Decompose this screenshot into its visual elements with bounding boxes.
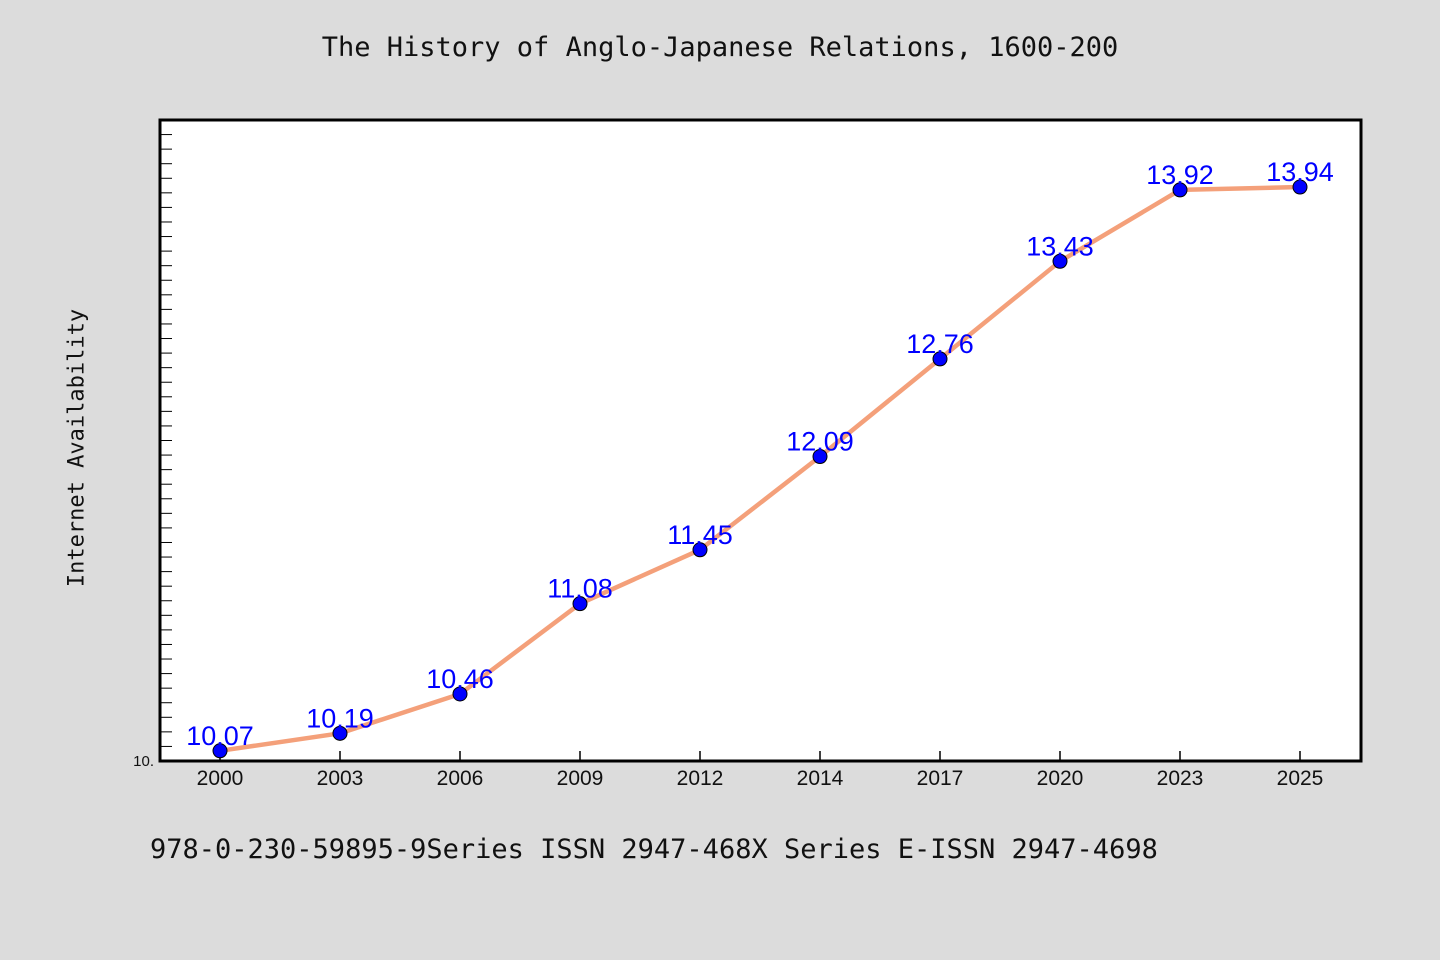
- data-label: 10.07: [186, 721, 254, 751]
- data-point: [932, 351, 948, 367]
- data-label: 13.94: [1266, 157, 1334, 187]
- y-tick-label: 10.: [133, 753, 154, 770]
- x-tick-label: 2020: [1037, 767, 1084, 790]
- x-tick-label: 2014: [797, 767, 844, 790]
- data-label: 11.08: [547, 574, 613, 604]
- plot-frame: [158, 118, 1363, 763]
- x-tick-label: 2009: [557, 767, 604, 790]
- data-label: 11.45: [667, 520, 733, 550]
- x-tick-label: 2012: [677, 767, 724, 790]
- data-label: 10.46: [426, 664, 494, 694]
- data-label: 13.92: [1146, 160, 1214, 190]
- x-tick-label: 2006: [437, 767, 484, 790]
- data-point: [452, 686, 468, 702]
- data-point: [692, 542, 708, 558]
- x-tick-label: 2003: [317, 767, 364, 790]
- data-label: 13.43: [1026, 231, 1094, 261]
- x-tick-label: 2025: [1277, 767, 1324, 790]
- data-point: [1052, 253, 1068, 269]
- data-label: 10.19: [306, 703, 374, 733]
- data-label: 12.76: [906, 329, 974, 359]
- data-point: [572, 596, 588, 612]
- footer-text: 978-0-230-59895-9Series ISSN 2947-468X S…: [150, 834, 1158, 865]
- chart-title: The History of Anglo-Japanese Relations,…: [321, 32, 1119, 63]
- series-line: [217, 184, 1303, 754]
- data-point: [1292, 179, 1308, 195]
- data-point: [1172, 182, 1188, 198]
- data-label: 12.09: [786, 427, 854, 457]
- data-point: [812, 449, 828, 465]
- data-point: [212, 743, 228, 759]
- x-tick-label: 2017: [917, 767, 964, 790]
- x-tick-label: 2000: [197, 767, 244, 790]
- data-point: [332, 725, 348, 741]
- x-tick-label: 2023: [1157, 767, 1204, 790]
